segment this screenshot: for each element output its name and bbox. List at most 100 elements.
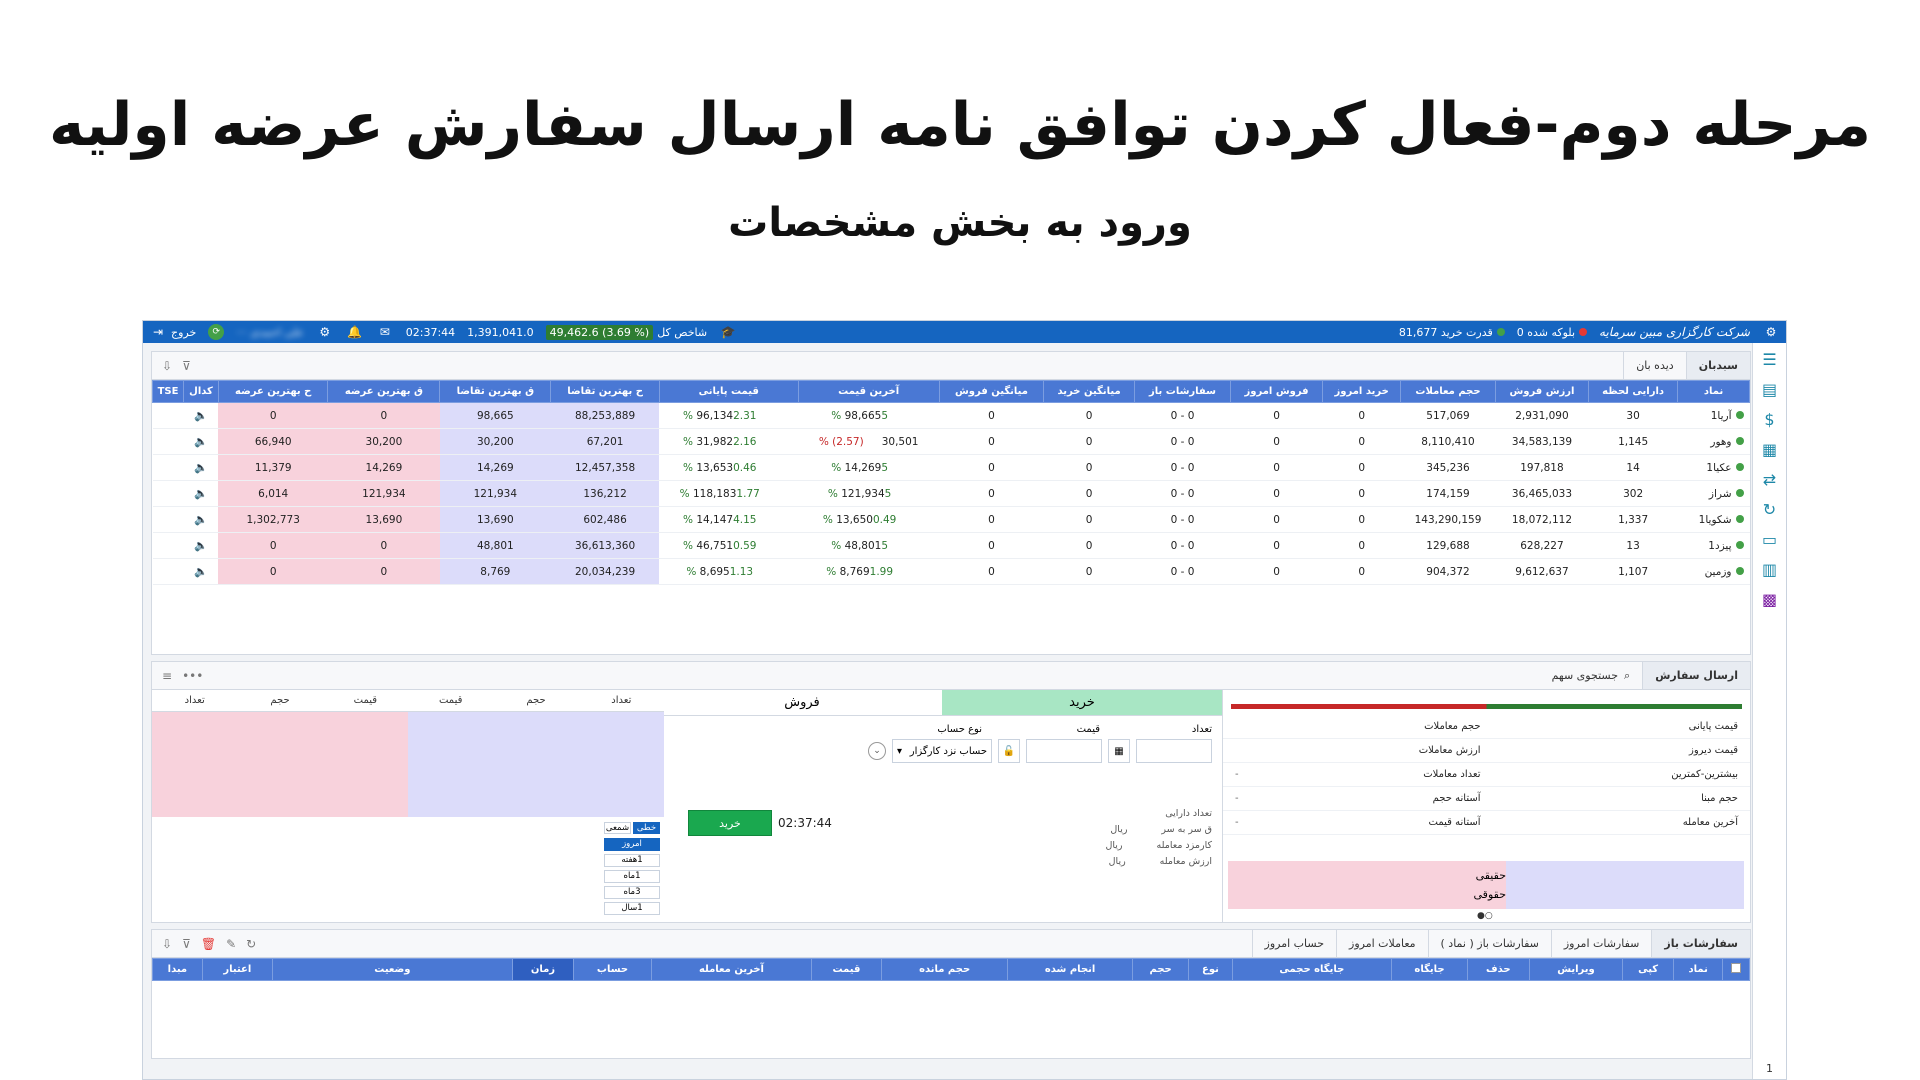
pager-dots[interactable]: ○● [1477, 911, 1493, 921]
monitor-chart-icon[interactable]: ▭ [1761, 530, 1778, 549]
tab-open-orders[interactable]: سفارشات باز [1651, 930, 1750, 957]
speaker-icon[interactable]: 🔈 [183, 480, 219, 507]
portfolio-icon[interactable]: ▤ [1761, 380, 1778, 399]
tab-open-orders-symbol[interactable]: سفارشات باز ( نماد ) [1427, 930, 1551, 957]
column-header[interactable]: ویرایش [1528, 958, 1624, 981]
column-header[interactable]: انجام شده [1007, 958, 1133, 981]
tab-today-orders[interactable]: سفارشات امروز [1550, 930, 1652, 957]
column-header[interactable]: کپی [1622, 958, 1675, 981]
column-header[interactable]: آخرین معامله [650, 958, 812, 981]
column-header[interactable]: جایگاه حجمی [1231, 958, 1393, 981]
download-icon[interactable]: ⇩ [162, 358, 173, 373]
column-header[interactable]: دارایی لحظه [1588, 380, 1679, 403]
money-icon[interactable]: $ [1764, 410, 1775, 429]
column-header[interactable]: نماد [1673, 958, 1724, 981]
column-header[interactable]: جایگاه [1391, 958, 1468, 981]
more-icon[interactable]: ••• [182, 668, 204, 683]
table-row[interactable]: پیزد1 13 628,227 129,688 0 0 0 - 0 0 0 48,8015 % 4… [152, 532, 1750, 559]
period-today[interactable]: امروز [604, 838, 660, 851]
delete-icon[interactable]: 🗑 [200, 936, 217, 951]
bar-chart-icon[interactable]: ▥ [1761, 560, 1778, 579]
education-icon[interactable]: 🎓 [720, 325, 736, 339]
column-header[interactable]: ق بهترین عرضه [327, 380, 441, 403]
calculator-icon[interactable]: ▦ [1108, 739, 1130, 763]
mail-icon[interactable]: ✉ [379, 325, 390, 339]
bell-icon[interactable]: 🔔 [347, 325, 363, 339]
column-header[interactable]: فروش امروز [1230, 380, 1324, 403]
column-header[interactable]: ارزش فروش [1494, 380, 1590, 403]
period-1year[interactable]: 1سال [604, 902, 660, 915]
column-header[interactable]: حجم مانده [880, 958, 1009, 981]
speaker-icon[interactable]: 🔈 [183, 428, 219, 455]
column-header[interactable]: اعتبار [201, 958, 273, 981]
filter-icon[interactable]: ⊽ [182, 358, 191, 373]
table-row[interactable]: آریا1 30 2,931,090 517,069 0 0 0 - 0 0 0 98,6655 … [152, 402, 1750, 429]
speaker-icon[interactable]: 🔈 [183, 454, 219, 481]
refresh-money-icon[interactable]: ↻ [1762, 500, 1777, 519]
column-header[interactable]: حساب [573, 958, 652, 981]
speaker-icon[interactable]: 🔈 [183, 532, 219, 559]
column-header[interactable]: حذف [1466, 958, 1530, 981]
column-header[interactable]: قیمت پایانی [658, 380, 799, 403]
column-header[interactable]: ح بهترین عرضه [217, 380, 329, 403]
table-row[interactable]: عکیا1 14 197,818 345,236 0 0 0 - 0 0 0 14,2695 % 1… [152, 454, 1750, 481]
column-header[interactable]: سفارشات باز [1133, 380, 1232, 403]
speaker-icon[interactable]: 🔈 [183, 558, 219, 585]
table-row[interactable]: شراز 302 36,465,033 174,159 0 0 0 - 0 0 0 121,934… [152, 480, 1750, 507]
column-header[interactable]: وضعیت [271, 958, 513, 981]
symbol-search[interactable]: ⌕ جستجوی سهم [1540, 662, 1643, 689]
period-3month[interactable]: 3ماه [604, 886, 660, 899]
line-chart-toggle[interactable]: خطی [633, 822, 660, 834]
column-header[interactable]: قیمت [810, 958, 883, 981]
apps-grid-icon[interactable]: ▩ [1761, 590, 1778, 609]
select-all-checkbox[interactable] [1722, 958, 1750, 981]
lock-icon[interactable]: 🔓 [998, 739, 1020, 763]
buy-tab[interactable]: خرید [942, 690, 1222, 716]
symbol-name[interactable]: پیزد1 [1708, 539, 1732, 552]
symbol-name[interactable]: شراز [1708, 487, 1732, 500]
menu-icon[interactable]: ☰ [1762, 350, 1777, 369]
column-header[interactable]: ق بهترین تقاضا [439, 380, 552, 403]
menu-icon[interactable]: ≡ [162, 668, 173, 683]
symbol-name[interactable]: وزمین [1704, 565, 1732, 578]
expand-circle-icon[interactable]: ⌄ [868, 742, 886, 760]
column-header[interactable]: ح بهترین تقاضا [550, 380, 660, 403]
edit-icon[interactable]: ✎ [226, 936, 237, 951]
symbol-name[interactable]: شکویا1 [1698, 513, 1732, 526]
download-icon[interactable]: ⇩ [162, 936, 173, 951]
column-header[interactable]: نماد [1677, 380, 1750, 403]
tab-today-account[interactable]: حساب امروز [1251, 930, 1336, 957]
column-header[interactable]: TSE [151, 380, 185, 403]
speaker-icon[interactable]: 🔈 [183, 506, 219, 533]
quantity-input[interactable] [1136, 739, 1212, 763]
column-header[interactable]: آخرین قیمت [797, 380, 940, 403]
tab-today-trades[interactable]: معاملات امروز [1336, 930, 1428, 957]
candle-chart-toggle[interactable]: شمعی [604, 822, 631, 834]
column-header[interactable]: کدال [183, 380, 219, 403]
period-1month[interactable]: 1ماه [604, 870, 660, 883]
column-header[interactable]: مبدا [152, 958, 203, 981]
refresh-icon[interactable]: ↻ [246, 936, 257, 951]
column-header[interactable]: نوع [1188, 958, 1233, 981]
speaker-icon[interactable]: 🔈 [183, 402, 219, 429]
tab-send-order[interactable]: ارسال سفارش [1642, 662, 1750, 689]
account-type-select[interactable]: حساب نزد کارگزار ▾ [892, 739, 992, 763]
column-header[interactable]: حجم [1131, 958, 1190, 981]
column-header[interactable]: خرید امروز [1322, 380, 1402, 403]
filter-icon[interactable]: ⊽ [182, 936, 191, 951]
symbol-name[interactable]: وهور [1710, 435, 1732, 448]
symbol-name[interactable]: آریا1 [1710, 409, 1732, 422]
tab-watchlist[interactable]: دیده بان [1623, 352, 1686, 379]
clipboard-icon[interactable]: ▦ [1761, 440, 1778, 459]
column-header[interactable]: زمان [511, 958, 575, 981]
search-input[interactable]: جستجوی سهم [1551, 669, 1619, 682]
sell-tab[interactable]: فروش [662, 690, 942, 716]
logout-button[interactable]: خروج ⇥ [143, 321, 202, 343]
table-row[interactable]: وزمین 1,107 9,612,637 904,372 0 0 0 - 0 0 0 8,769… [152, 558, 1750, 585]
column-header[interactable]: میانگین خرید [1043, 380, 1135, 403]
period-1week[interactable]: 1هفته [604, 854, 660, 867]
column-header[interactable]: میانگین فروش [938, 380, 1045, 403]
column-header[interactable]: حجم معاملات [1400, 380, 1496, 403]
submit-buy-button[interactable]: خرید [688, 810, 772, 836]
